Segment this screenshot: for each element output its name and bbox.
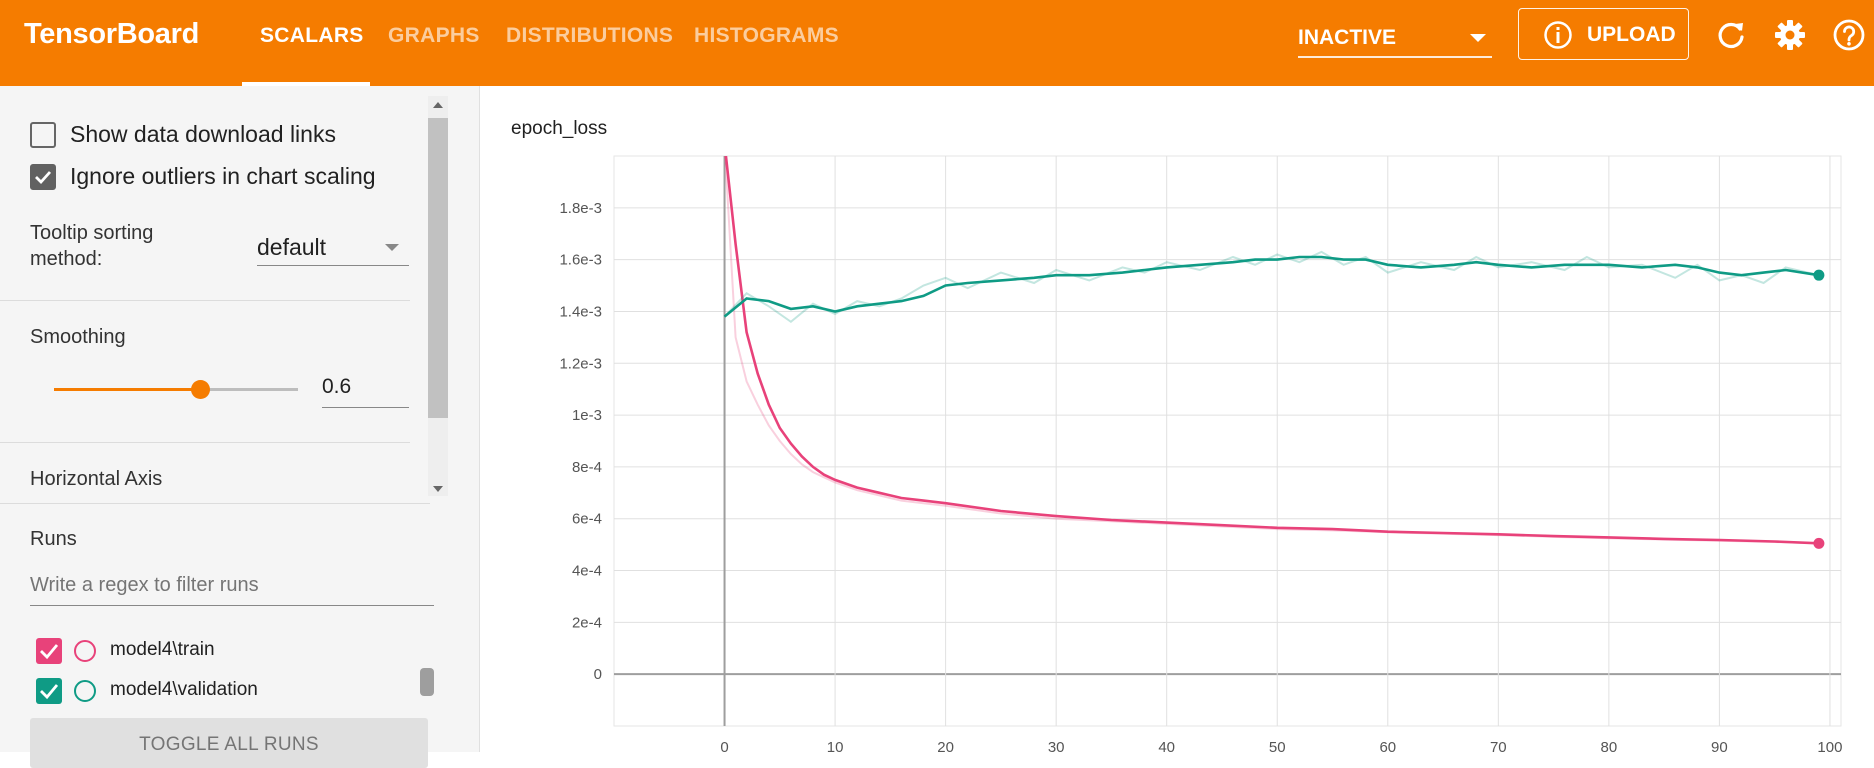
checkbox-box[interactable] — [30, 122, 56, 148]
tooltip-sorting-label-line1: Tooltip sorting — [30, 222, 154, 244]
info-icon — [1544, 21, 1572, 49]
tab-graphs[interactable]: GRAPHS — [388, 24, 480, 47]
tooltip-sorting-select[interactable]: default — [257, 226, 409, 266]
scroll-up-icon[interactable] — [433, 102, 443, 108]
app-brand: TensorBoard — [24, 18, 200, 50]
run-checkbox[interactable] — [36, 678, 62, 704]
main-content: epoch_loss 0 2e-4 4e-4 6e-4 8e-4 1e-3 1.2e-3 1.… — [481, 86, 1874, 752]
smoothing-label: Smoothing — [30, 326, 126, 348]
series-end-point — [1813, 269, 1825, 281]
upload-button[interactable]: UPLOAD — [1518, 8, 1689, 60]
tooltip-sorting-label-line2: method: — [30, 248, 103, 270]
sidebar-scrollbar-thumb[interactable] — [428, 118, 448, 418]
chart-grid — [613, 155, 1842, 727]
x-tick-label: 70 — [1490, 739, 1507, 752]
x-tick-label: 30 — [1048, 739, 1065, 752]
show-download-links-label: Show data download links — [70, 121, 336, 147]
tooltip-sorting-value: default — [257, 234, 327, 260]
sidebar-settings-panel: Show data download links Ignore outliers… — [0, 86, 445, 501]
smoothing-input[interactable]: 0.6 — [322, 366, 409, 408]
upload-label: UPLOAD — [1587, 23, 1676, 46]
inactive-select-value: INACTIVE — [1298, 26, 1397, 49]
smoothing-slider-fill — [54, 388, 200, 391]
x-tick-label: 100 — [1817, 739, 1842, 752]
sidebar: Show data download links Ignore outliers… — [0, 86, 480, 768]
run-checkbox[interactable] — [36, 638, 62, 664]
smoothing-value: 0.6 — [322, 375, 352, 398]
inactive-dashboards-select[interactable]: INACTIVE — [1298, 18, 1492, 58]
top-app-bar: TensorBoard SCALARS GRAPHS DISTRIBUTIONS… — [0, 0, 1874, 86]
toggle-all-runs-label: TOGGLE ALL RUNS — [139, 734, 319, 755]
x-tick-label: 50 — [1269, 739, 1286, 752]
series-end-point — [1813, 537, 1825, 549]
chart-axes: 0 2e-4 4e-4 6e-4 8e-4 1e-3 1.2e-3 1.4e-3 1.6e-3 1… — [559, 200, 1842, 752]
toggle-all-runs-button[interactable]: TOGGLE ALL RUNS — [30, 718, 428, 768]
y-tick-label: 4e-4 — [572, 563, 602, 580]
plot-area — [613, 155, 1842, 727]
x-tick-label: 0 — [720, 739, 728, 752]
chart-series — [723, 156, 1825, 549]
divider — [0, 442, 410, 443]
active-tab-indicator — [242, 82, 370, 86]
x-tick-label: 60 — [1379, 739, 1396, 752]
refresh-icon[interactable] — [1714, 18, 1748, 52]
y-tick-label: 1.6e-3 — [559, 252, 602, 269]
y-tick-label: 8e-4 — [572, 459, 602, 476]
divider — [0, 300, 410, 301]
chart-title: epoch_loss — [511, 118, 608, 139]
help-icon[interactable] — [1832, 18, 1866, 52]
check-icon — [40, 684, 59, 700]
divider — [0, 503, 430, 504]
x-tick-label: 10 — [827, 739, 844, 752]
tab-histograms[interactable]: HISTOGRAMS — [694, 24, 839, 47]
checkbox-box[interactable] — [30, 164, 56, 190]
y-tick-label: 1.8e-3 — [559, 200, 602, 217]
runs-filter-placeholder: Write a regex to filter runs — [30, 574, 259, 596]
x-tick-label: 90 — [1711, 739, 1728, 752]
run-color-radio[interactable] — [74, 640, 96, 662]
scroll-down-icon[interactable] — [433, 486, 443, 492]
chevron-down-icon — [385, 244, 399, 251]
series-smoothed-line — [723, 255, 1820, 318]
smoothing-slider-thumb[interactable] — [191, 380, 210, 399]
check-icon — [40, 644, 59, 660]
chevron-down-icon — [1470, 34, 1486, 42]
run-label: model4\train — [110, 639, 215, 660]
y-tick-label: 1.2e-3 — [559, 355, 602, 372]
runs-scrollbar-thumb[interactable] — [420, 668, 434, 696]
runs-filter-input[interactable]: Write a regex to filter runs — [30, 564, 434, 606]
series-0 — [724, 156, 1819, 545]
ignore-outliers-label: Ignore outliers in chart scaling — [70, 163, 376, 189]
y-tick-label: 0 — [594, 666, 602, 683]
settings-icon[interactable] — [1773, 18, 1807, 52]
run-color-radio[interactable] — [74, 680, 96, 702]
x-tick-label: 80 — [1601, 739, 1618, 752]
tab-scalars[interactable]: SCALARS — [260, 24, 364, 47]
series-raw-line — [724, 156, 1819, 545]
series-smoothed-line — [724, 156, 1819, 545]
epoch-loss-chart[interactable]: 0 2e-4 4e-4 6e-4 8e-4 1e-3 1.2e-3 1.4e-3 1.6e-3 1… — [481, 86, 1874, 752]
y-tick-label: 1e-3 — [572, 407, 602, 424]
x-tick-label: 40 — [1158, 739, 1175, 752]
y-tick-label: 6e-4 — [572, 511, 602, 528]
y-tick-label: 1.4e-3 — [559, 303, 602, 320]
y-tick-label: 2e-4 — [572, 614, 602, 631]
horizontal-axis-label: Horizontal Axis — [30, 468, 163, 490]
run-label: model4\validation — [110, 679, 258, 700]
check-icon — [35, 171, 52, 185]
runs-label: Runs — [30, 528, 77, 550]
x-tick-label: 20 — [937, 739, 954, 752]
series-1 — [723, 250, 1820, 324]
tab-distributions[interactable]: DISTRIBUTIONS — [506, 24, 674, 47]
